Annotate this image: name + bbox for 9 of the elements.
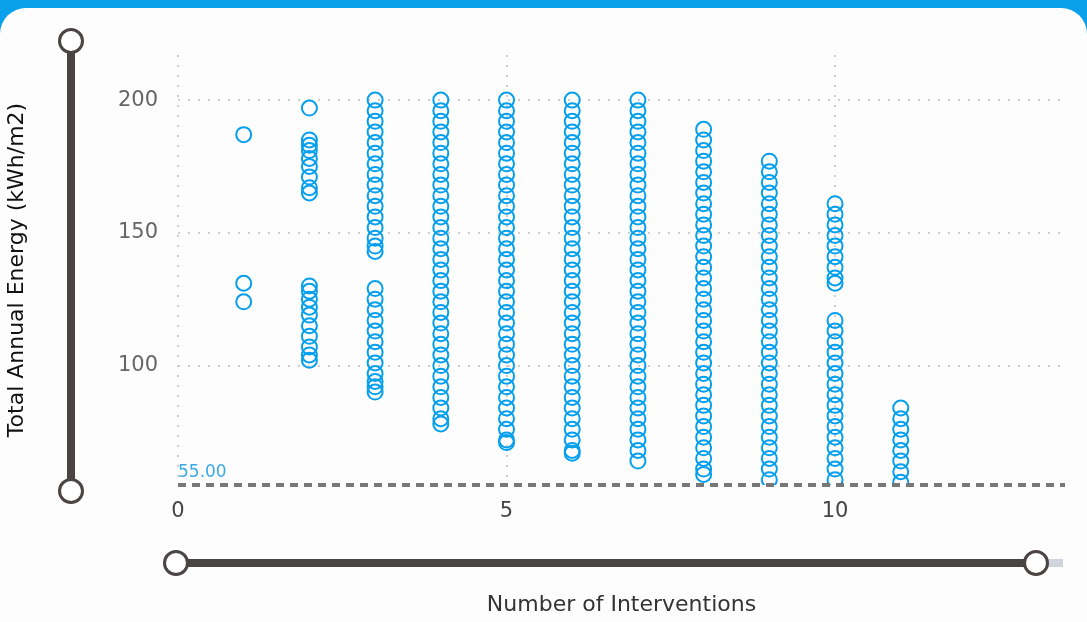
- x-tick-label: 5: [499, 498, 514, 523]
- x-tick-label: 0: [171, 498, 185, 523]
- y-tick-label: 200: [117, 86, 158, 111]
- x-tick-label: 10: [821, 498, 849, 523]
- y-axis-title: Total Annual Energy (kWh/m2): [2, 102, 28, 439]
- y-tick-label: 150: [117, 219, 158, 244]
- x-axis-title: Number of Interventions: [486, 590, 757, 616]
- y-tick-label: 100: [117, 352, 158, 377]
- ref-line-label: 55.00: [178, 460, 227, 481]
